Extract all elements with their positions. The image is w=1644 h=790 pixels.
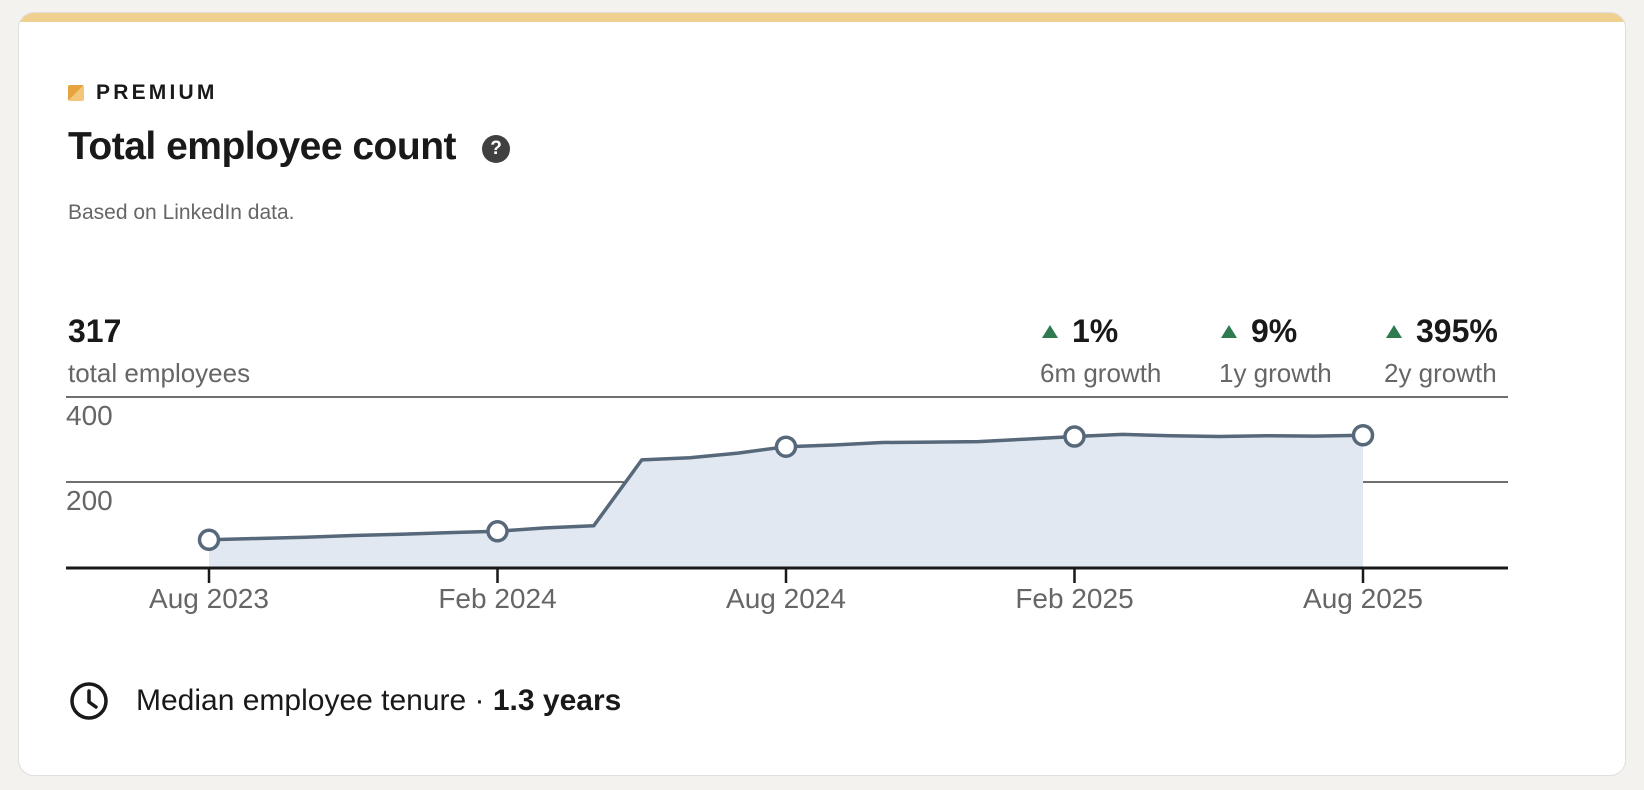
growth-value: 1%	[1072, 313, 1119, 349]
card-title: Total employee count	[68, 125, 457, 168]
median-tenure-value: 1.3 years	[492, 684, 622, 717]
total-employees-label: total employees	[68, 358, 251, 388]
data-point-marker	[774, 435, 798, 458]
data-point-marker	[1063, 425, 1086, 448]
employee-count-card: PREMIUM Total employee count ? Based on …	[18, 12, 1626, 776]
arrow-up-icon	[1221, 324, 1237, 338]
employee-count-chart: 200 400 Aug 2023 Feb 2024 Aug 2024 Feb 2025 Au…	[66, 396, 1508, 614]
question-circle-icon[interactable]: ?	[482, 135, 510, 163]
y-tick-label: 200	[66, 485, 113, 516]
growth-stat-2y: 395% 2y growth	[1384, 313, 1498, 389]
x-tick-label: Aug 2025	[1303, 583, 1423, 614]
x-tick-label: Feb 2024	[438, 583, 556, 614]
arrow-up-icon	[1386, 324, 1402, 338]
growth-value: 395%	[1416, 313, 1498, 349]
growth-stat-1y: 9% 1y growth	[1219, 313, 1332, 389]
growth-stat-6m: 1% 6m growth	[1040, 313, 1161, 389]
y-tick-label: 400	[66, 400, 113, 431]
growth-label: 2y growth	[1384, 358, 1497, 388]
total-employees-stat: 317 total employees	[68, 313, 250, 389]
clock-icon	[70, 682, 108, 720]
growth-label: 1y growth	[1219, 358, 1332, 388]
data-point-marker	[1351, 424, 1375, 447]
card-subtitle: Based on LinkedIn data.	[68, 201, 295, 224]
x-tick-label: Aug 2023	[149, 583, 269, 614]
x-tick-label: Feb 2025	[1015, 583, 1133, 614]
data-point-marker	[486, 520, 509, 543]
data-point-marker	[197, 528, 221, 552]
premium-accent-bar	[19, 13, 1625, 22]
median-tenure-label: Median employee tenure ·	[136, 684, 493, 717]
total-employees-value: 317	[68, 313, 122, 349]
median-tenure-row: Median employee tenure · 1.3 years	[68, 680, 621, 722]
arrow-up-icon	[1042, 324, 1058, 338]
premium-label: PREMIUM	[96, 81, 218, 104]
growth-value: 9%	[1251, 313, 1298, 349]
title-row: Total employee count ?	[68, 125, 510, 169]
premium-icon	[68, 85, 84, 101]
x-tick-label: Aug 2024	[726, 583, 846, 614]
growth-label: 6m growth	[1040, 358, 1162, 388]
premium-badge: PREMIUM	[68, 81, 218, 105]
median-tenure-text: Median employee tenure · 1.3 years	[136, 684, 621, 718]
